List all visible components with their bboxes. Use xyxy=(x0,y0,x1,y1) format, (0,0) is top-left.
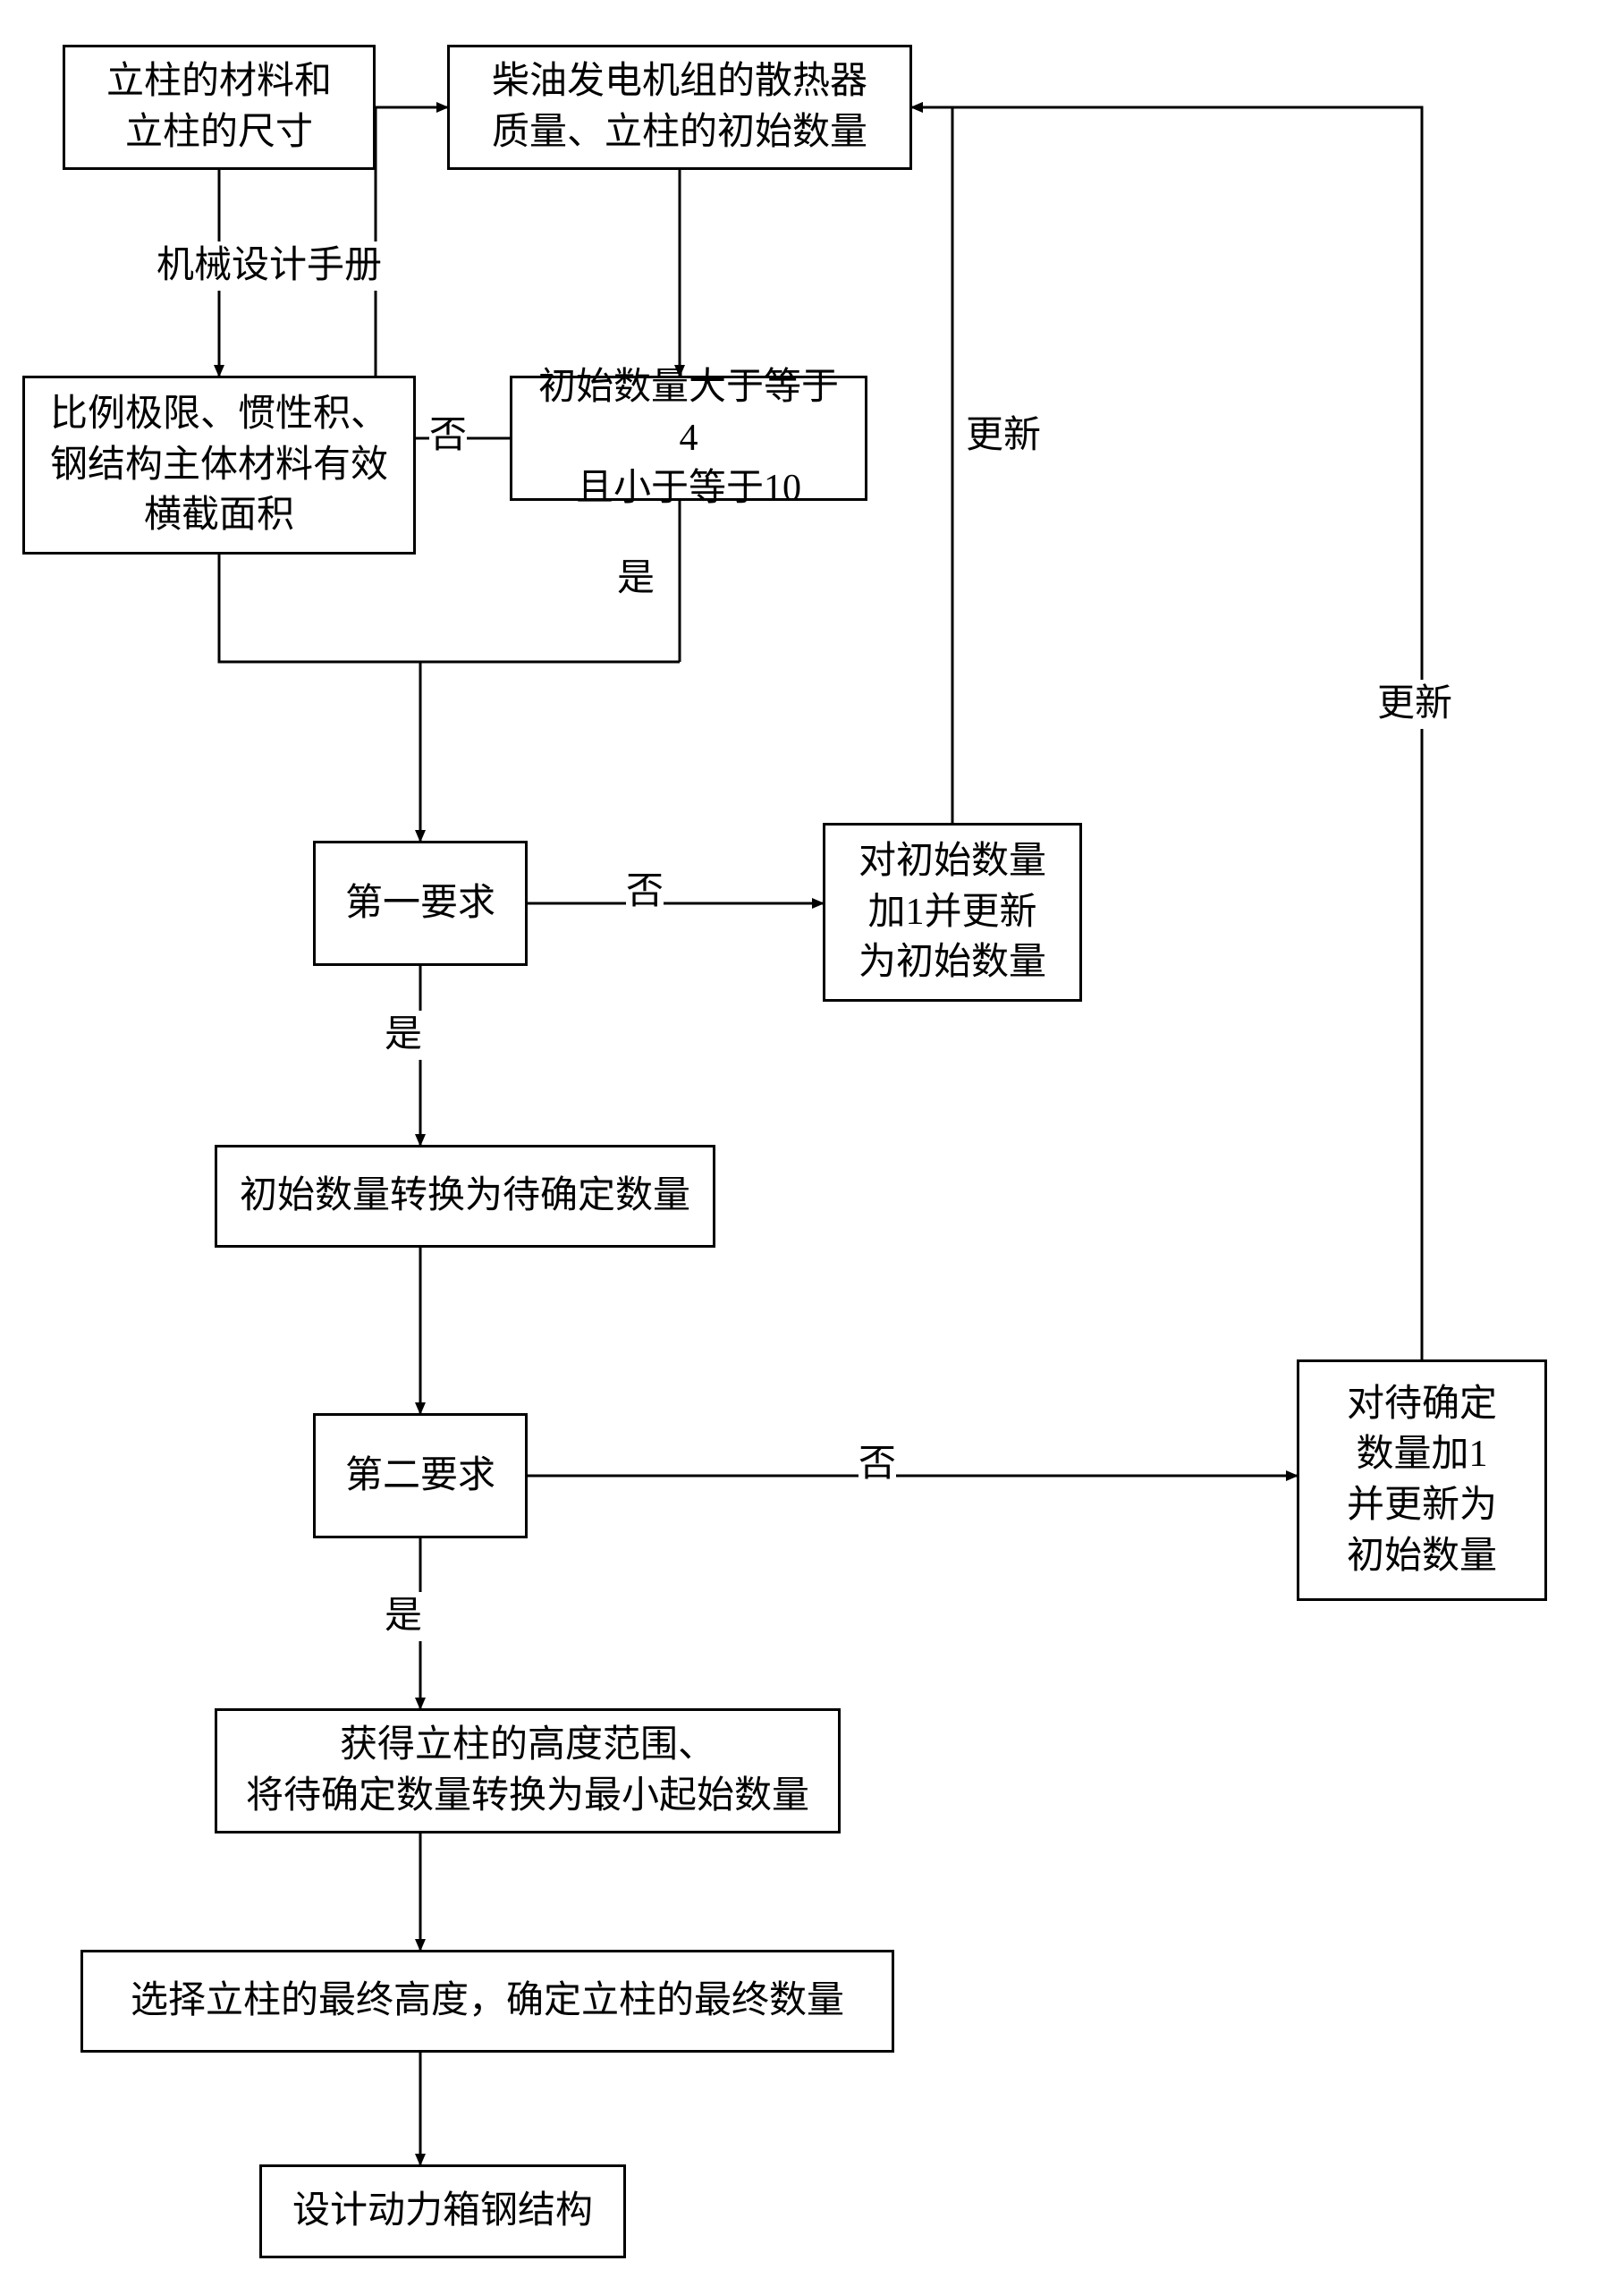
edge-label-l2: 否 xyxy=(429,411,467,461)
flowchart-node-n1: 立柱的材料和 立柱的尺寸 xyxy=(63,45,376,170)
edge-e12 xyxy=(912,107,1422,1359)
flowchart-node-n5: 第一要求 xyxy=(313,841,528,966)
node-text: 第二要求 xyxy=(345,1451,495,1502)
flowchart-node-n7: 初始数量转换为待确定数量 xyxy=(215,1145,715,1248)
edge-label-l6: 是 xyxy=(385,1011,422,1060)
node-text: 比例极限、惯性积、 钢结构主体材料有效 横截面积 xyxy=(50,389,388,541)
flowchart-node-n11: 选择立柱的最终高度，确定立柱的最终数量 xyxy=(80,1950,894,2053)
flowchart-node-n6: 对初始数量 加1并更新 为初始数量 xyxy=(823,823,1082,1002)
edge-label-l8: 是 xyxy=(385,1592,422,1641)
node-text: 获得立柱的高度范围、 将待确定数量转换为最小起始数量 xyxy=(246,1720,809,1821)
node-text: 立柱的材料和 立柱的尺寸 xyxy=(106,56,332,157)
flowchart-node-n9: 对待确定 数量加1 并更新为 初始数量 xyxy=(1297,1359,1547,1601)
node-text: 初始数量转换为待确定数量 xyxy=(240,1171,690,1222)
node-text: 柴油发电机组的散热器 质量、立柱的初始数量 xyxy=(492,56,867,157)
edge-label-l3: 更新 xyxy=(966,411,1041,461)
flowchart-node-n10: 获得立柱的高度范围、 将待确定数量转换为最小起始数量 xyxy=(215,1708,841,1833)
edge-label-l7: 更新 xyxy=(1377,680,1452,729)
flowchart-node-n3: 比例极限、惯性积、 钢结构主体材料有效 横截面积 xyxy=(22,376,416,555)
flowchart-node-n2: 柴油发电机组的散热器 质量、立柱的初始数量 xyxy=(447,45,912,170)
edge-label-l5: 否 xyxy=(626,868,664,917)
node-text: 对初始数量 加1并更新 为初始数量 xyxy=(859,836,1046,988)
edge-e4 xyxy=(219,555,680,662)
node-text: 设计动力箱钢结构 xyxy=(292,2186,593,2237)
node-text: 选择立柱的最终高度，确定立柱的最终数量 xyxy=(131,1976,844,2027)
flowchart-node-n4: 初始数量大于等于4 且小于等于10 xyxy=(510,376,867,501)
node-text: 初始数量大于等于4 且小于等于10 xyxy=(530,362,847,514)
node-text: 第一要求 xyxy=(345,878,495,929)
edge-label-l9: 否 xyxy=(859,1440,896,1489)
flowchart-node-n8: 第二要求 xyxy=(313,1413,528,1538)
node-text: 对待确定 数量加1 并更新为 初始数量 xyxy=(1347,1379,1497,1582)
edge-label-l1: 机械设计手册 xyxy=(156,241,382,291)
edge-e8 xyxy=(912,107,952,823)
edge-label-l4: 是 xyxy=(617,555,655,604)
flowchart-node-n12: 设计动力箱钢结构 xyxy=(259,2164,626,2258)
